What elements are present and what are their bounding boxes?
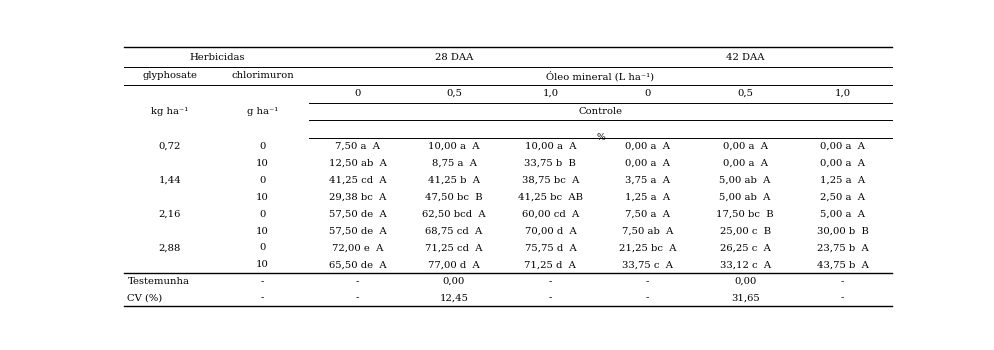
- Text: 26,25 c  A: 26,25 c A: [719, 244, 769, 252]
- Text: 23,75 b  A: 23,75 b A: [816, 244, 868, 252]
- Text: 10,00 a  A: 10,00 a A: [524, 142, 576, 151]
- Text: 8,75 a  A: 8,75 a A: [431, 159, 476, 168]
- Text: 12,45: 12,45: [439, 293, 468, 302]
- Text: 1,0: 1,0: [542, 89, 558, 98]
- Text: -: -: [356, 293, 359, 302]
- Text: glyphosate: glyphosate: [142, 71, 197, 80]
- Text: -: -: [840, 277, 844, 286]
- Text: 5,00 ab  A: 5,00 ab A: [719, 176, 770, 185]
- Text: -: -: [260, 293, 263, 302]
- Text: Testemunha: Testemunha: [127, 277, 189, 286]
- Text: -: -: [356, 277, 359, 286]
- Text: 65,50 de  A: 65,50 de A: [328, 260, 386, 270]
- Text: 0,00 a  A: 0,00 a A: [624, 159, 669, 168]
- Text: 0: 0: [259, 244, 265, 252]
- Text: 0,00 a  A: 0,00 a A: [819, 142, 865, 151]
- Text: 10: 10: [255, 260, 268, 270]
- Text: 72,00 e  A: 72,00 e A: [332, 244, 383, 252]
- Text: 1,0: 1,0: [834, 89, 850, 98]
- Text: 71,25 cd  A: 71,25 cd A: [424, 244, 482, 252]
- Text: 0,00 a  A: 0,00 a A: [722, 142, 766, 151]
- Text: g ha⁻¹: g ha⁻¹: [247, 107, 277, 116]
- Text: -: -: [645, 277, 649, 286]
- Text: 77,00 d  A: 77,00 d A: [427, 260, 479, 270]
- Text: Herbicidas: Herbicidas: [189, 53, 245, 62]
- Text: 38,75 bc  A: 38,75 bc A: [521, 176, 579, 185]
- Text: 33,75 b  B: 33,75 b B: [524, 159, 576, 168]
- Text: 1,25 a  A: 1,25 a A: [624, 193, 670, 202]
- Text: -: -: [548, 277, 552, 286]
- Text: 71,25 d  A: 71,25 d A: [524, 260, 576, 270]
- Text: 10: 10: [255, 193, 268, 202]
- Text: 25,00 c  B: 25,00 c B: [719, 226, 770, 236]
- Text: 68,75 cd  A: 68,75 cd A: [425, 226, 482, 236]
- Text: 70,00 d  A: 70,00 d A: [524, 226, 576, 236]
- Text: 0,5: 0,5: [737, 89, 752, 98]
- Text: 0,72: 0,72: [158, 142, 181, 151]
- Text: 0,5: 0,5: [445, 89, 461, 98]
- Text: 1,25 a  A: 1,25 a A: [819, 176, 865, 185]
- Text: 0,00 a  A: 0,00 a A: [819, 159, 865, 168]
- Text: 41,25 bc  AB: 41,25 bc AB: [518, 193, 582, 202]
- Text: 57,50 de  A: 57,50 de A: [328, 226, 386, 236]
- Text: 3,75 a  A: 3,75 a A: [624, 176, 669, 185]
- Text: 10: 10: [255, 159, 268, 168]
- Text: 2,88: 2,88: [158, 244, 181, 252]
- Text: 5,00 a  A: 5,00 a A: [819, 210, 865, 219]
- Text: Controle: Controle: [578, 107, 622, 116]
- Text: 0: 0: [354, 89, 361, 98]
- Text: -: -: [645, 293, 649, 302]
- Text: 7,50 a  A: 7,50 a A: [335, 142, 380, 151]
- Text: -: -: [260, 277, 263, 286]
- Text: 0,00: 0,00: [734, 277, 755, 286]
- Text: 33,75 c  A: 33,75 c A: [621, 260, 672, 270]
- Text: 2,16: 2,16: [158, 210, 181, 219]
- Text: 29,38 bc  A: 29,38 bc A: [329, 193, 386, 202]
- Text: CV (%): CV (%): [127, 293, 163, 302]
- Text: 10,00 a  A: 10,00 a A: [427, 142, 479, 151]
- Text: 33,12 c  A: 33,12 c A: [719, 260, 770, 270]
- Text: 30,00 b  B: 30,00 b B: [816, 226, 868, 236]
- Text: 62,50 bcd  A: 62,50 bcd A: [421, 210, 485, 219]
- Text: 28 DAA: 28 DAA: [434, 53, 473, 62]
- Text: 43,75 b  A: 43,75 b A: [816, 260, 868, 270]
- Text: 12,50 ab  A: 12,50 ab A: [328, 159, 387, 168]
- Text: 0: 0: [644, 89, 650, 98]
- Text: 41,25 cd  A: 41,25 cd A: [328, 176, 386, 185]
- Text: 41,25 b  A: 41,25 b A: [427, 176, 479, 185]
- Text: 47,50 bc  B: 47,50 bc B: [424, 193, 482, 202]
- Text: 0: 0: [259, 176, 265, 185]
- Text: 0: 0: [259, 210, 265, 219]
- Text: 42 DAA: 42 DAA: [726, 53, 763, 62]
- Text: 0,00: 0,00: [442, 277, 465, 286]
- Text: kg ha⁻¹: kg ha⁻¹: [151, 107, 188, 116]
- Text: 1,44: 1,44: [158, 176, 181, 185]
- Text: 57,50 de  A: 57,50 de A: [328, 210, 386, 219]
- Text: 2,50 a  A: 2,50 a A: [819, 193, 865, 202]
- Text: 10: 10: [255, 226, 268, 236]
- Text: 17,50 bc  B: 17,50 bc B: [716, 210, 773, 219]
- Text: Óleo mineral (L ha⁻¹): Óleo mineral (L ha⁻¹): [546, 71, 654, 81]
- Text: 0,00 a  A: 0,00 a A: [624, 142, 669, 151]
- Text: 7,50 ab  A: 7,50 ab A: [621, 226, 673, 236]
- Text: 5,00 ab  A: 5,00 ab A: [719, 193, 770, 202]
- Text: 75,75 d  A: 75,75 d A: [524, 244, 576, 252]
- Text: -: -: [548, 293, 552, 302]
- Text: 7,50 a  A: 7,50 a A: [624, 210, 669, 219]
- Text: -: -: [840, 293, 844, 302]
- Text: %: %: [595, 133, 604, 142]
- Text: 0: 0: [259, 142, 265, 151]
- Text: 60,00 cd  A: 60,00 cd A: [521, 210, 579, 219]
- Text: 21,25 bc  A: 21,25 bc A: [618, 244, 676, 252]
- Text: 0,00 a  A: 0,00 a A: [722, 159, 766, 168]
- Text: chlorimuron: chlorimuron: [231, 71, 293, 80]
- Text: 31,65: 31,65: [730, 293, 758, 302]
